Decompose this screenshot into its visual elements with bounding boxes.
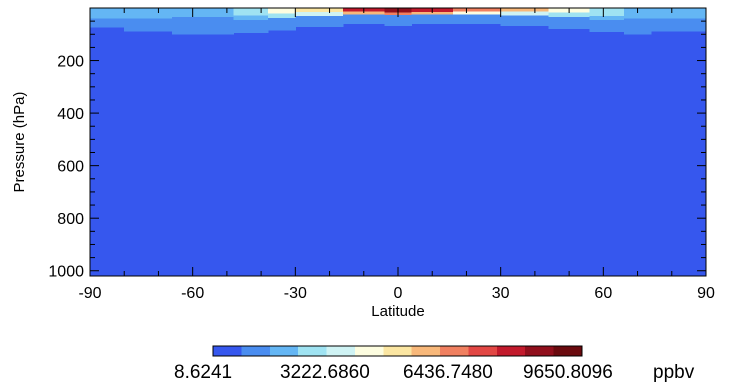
axis-ticks (89, 8, 707, 276)
heatmap-cell (411, 11, 454, 15)
y-tick-label: 400 (57, 106, 84, 123)
heatmap-cell (90, 18, 125, 28)
heatmap-cell (589, 19, 625, 33)
heatmap-cell (172, 8, 235, 18)
colorbar-swatch (525, 346, 554, 356)
heatmap-cell (90, 8, 125, 19)
colorbar-swatch (383, 346, 412, 356)
heatmap-cell (343, 14, 385, 24)
heatmap-cell (589, 8, 625, 16)
heatmap-cells (90, 8, 707, 276)
heatmap-cell (548, 12, 591, 18)
heatmap-cell (124, 8, 173, 19)
heatmap-cell (452, 14, 502, 24)
colorbar-swatch (553, 346, 583, 356)
colorbar-swatch (354, 346, 384, 356)
colorbar-swatch (298, 346, 327, 356)
heatmap-cell (651, 8, 707, 19)
colorbar-swatch (411, 346, 441, 356)
colorbar-tick-label: 8.6241 (174, 362, 232, 383)
heatmap-cell (172, 17, 235, 35)
x-tick-label: 60 (594, 285, 612, 302)
colorbar-tick-label: 6436.7480 (403, 362, 493, 383)
heatmap-cell (548, 17, 591, 30)
x-tick-label: -60 (181, 285, 204, 302)
heatmap-cell (267, 13, 296, 18)
y-axis-label: Pressure (hPa) (11, 92, 28, 193)
heatmap-cell (233, 19, 269, 33)
heatmap-cell (124, 18, 173, 32)
heatmap-cell (452, 8, 502, 12)
heatmap-cell (233, 8, 269, 16)
heatmap-cell (411, 14, 454, 24)
x-tick-label: 0 (394, 285, 403, 302)
colorbar-swatch (213, 346, 242, 356)
y-tick-label: 600 (57, 159, 84, 176)
colorbar-tick-label: 3222.6860 (280, 362, 370, 383)
heatmap-cell (233, 15, 269, 20)
colorbar-tick-label: 9650.8096 (523, 362, 613, 383)
heatmap-cell (295, 11, 344, 16)
x-tick-label: -30 (284, 285, 307, 302)
heatmap-background-cell (90, 8, 706, 276)
colorbar-swatch (241, 346, 271, 356)
heatmap-cell (500, 8, 550, 12)
colorbar-swatch (440, 346, 469, 356)
heatmap-cell (267, 8, 296, 14)
heatmap-cell (623, 18, 652, 35)
colorbar-frame (212, 345, 583, 357)
heatmap-cell (452, 11, 502, 15)
colorbar-swatch (468, 346, 498, 356)
heatmap-cell (500, 11, 550, 16)
x-tick-label: 90 (697, 285, 715, 302)
heatmap-cell (384, 14, 413, 26)
colorbar-swatch (496, 346, 526, 356)
heatmap-cell (589, 15, 625, 20)
y-tick-label: 800 (57, 211, 84, 228)
y-tick-label: 1000 (48, 264, 84, 281)
colorbar-labels: 8.6241 3222.6860 6436.7480 9650.8096 (174, 362, 613, 383)
colorbar (212, 345, 583, 357)
x-tick-label: -90 (78, 285, 101, 302)
heatmap-cell (651, 18, 707, 32)
heatmap-cell (295, 8, 344, 12)
heatmap-cell (623, 8, 652, 19)
colorbar-unit-label: ppbv (653, 362, 695, 383)
heatmap-cell (295, 15, 344, 27)
y-tick-labels: 200 400 600 800 1000 (48, 54, 84, 281)
heatmap-cell (500, 15, 550, 26)
x-tick-labels: -90 -60 -30 0 30 60 90 (78, 285, 715, 302)
colorbar-swatch (269, 346, 299, 356)
x-axis-label: Latitude (371, 303, 424, 320)
x-tick-label: 30 (492, 285, 510, 302)
colorbar-swatch (326, 346, 356, 356)
y-tick-label: 200 (57, 54, 84, 71)
heatmap-cell (267, 17, 296, 31)
